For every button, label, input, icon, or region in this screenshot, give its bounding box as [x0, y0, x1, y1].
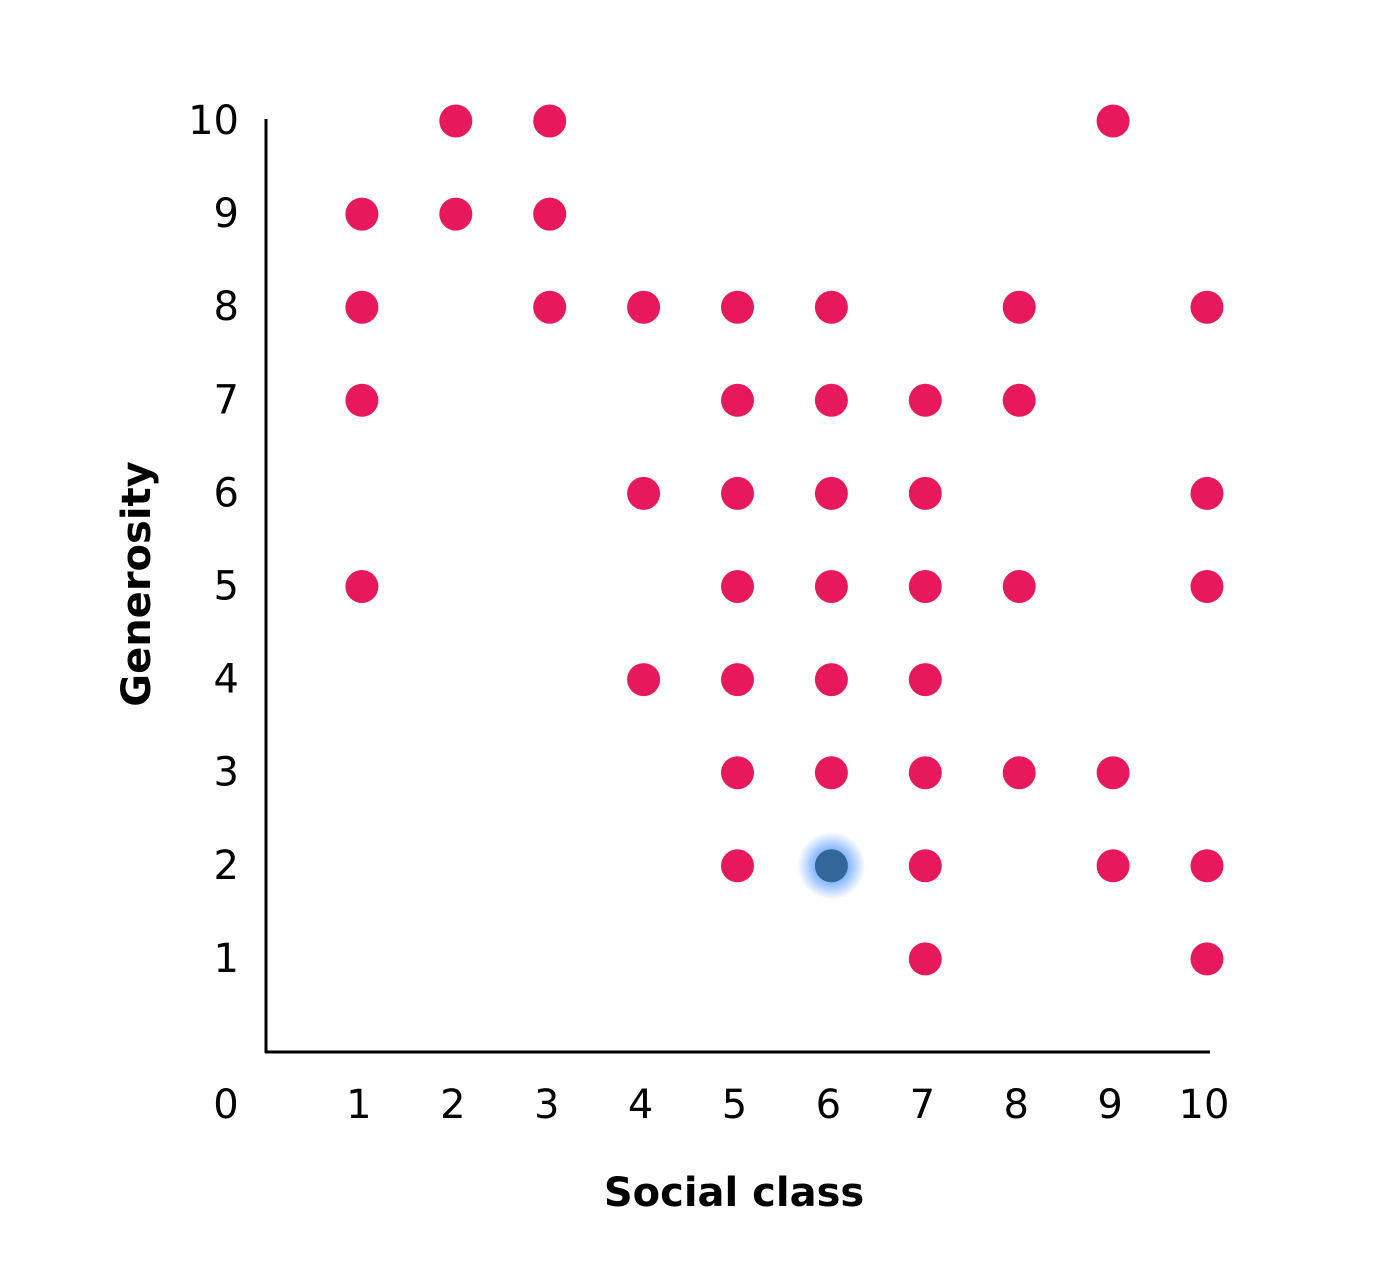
y-tick-label: 5	[214, 564, 239, 610]
data-point	[814, 663, 848, 697]
data-point	[814, 756, 848, 790]
data-point	[345, 197, 379, 231]
origin-label: 0	[213, 1082, 238, 1128]
x-tick-label: 7	[910, 1082, 935, 1128]
data-point	[908, 663, 942, 697]
y-tick-label: 8	[214, 284, 239, 330]
x-tick-label: 6	[816, 1082, 841, 1128]
data-point	[814, 570, 848, 603]
data-point	[721, 570, 754, 603]
x-tick-label: 10	[1179, 1082, 1230, 1128]
data-point	[1002, 756, 1036, 790]
data-point	[627, 476, 661, 510]
data-point	[1096, 849, 1130, 883]
x-axis-label: Social class	[604, 1170, 864, 1216]
data-point	[1190, 290, 1224, 324]
data-point	[1096, 756, 1130, 790]
data-point	[345, 570, 379, 603]
x-tick-label: 2	[440, 1082, 465, 1128]
data-point	[439, 197, 473, 231]
data-point	[1190, 849, 1224, 883]
data-point	[908, 756, 942, 790]
data-point	[721, 756, 754, 790]
data-point	[908, 849, 942, 883]
data-point	[1096, 104, 1130, 138]
data-point	[627, 290, 661, 324]
data-point	[533, 104, 567, 138]
data-point	[721, 849, 754, 883]
data-point	[721, 383, 754, 417]
y-tick-label: 2	[214, 843, 239, 889]
y-tick-label: 1	[214, 936, 239, 982]
data-point	[1190, 570, 1224, 603]
x-tick-label: 8	[1003, 1082, 1028, 1128]
x-tick-label: 9	[1097, 1082, 1122, 1128]
data-point	[908, 383, 942, 417]
y-tick-label: 9	[214, 191, 239, 237]
x-tick-label: 1	[346, 1082, 371, 1128]
data-point	[814, 383, 848, 417]
data-point	[908, 476, 942, 510]
data-point	[439, 104, 473, 138]
x-tick-label: 4	[628, 1082, 653, 1128]
data-point	[721, 663, 754, 697]
data-point	[814, 290, 848, 324]
y-tick-label: 6	[214, 470, 239, 516]
data-point	[721, 476, 754, 510]
y-tick-label: 3	[214, 750, 239, 796]
y-axis-label: Generosity	[114, 461, 160, 707]
data-point	[1002, 383, 1036, 417]
data-point	[814, 476, 848, 510]
data-point	[345, 290, 379, 324]
y-tick-label: 4	[214, 657, 239, 703]
data-point	[533, 197, 567, 231]
x-tick-label: 3	[534, 1082, 559, 1128]
data-point	[533, 290, 567, 324]
data-point	[721, 290, 754, 324]
data-point	[1190, 942, 1224, 976]
data-point	[627, 663, 661, 697]
highlighted-data-point	[814, 849, 848, 883]
data-point	[908, 942, 942, 976]
data-point	[1002, 570, 1036, 603]
x-tick-label: 5	[722, 1082, 747, 1128]
data-point	[908, 570, 942, 603]
data-point	[1002, 290, 1036, 324]
y-tick-label: 7	[214, 377, 239, 423]
data-point	[345, 383, 379, 417]
y-tick-label: 10	[188, 98, 239, 144]
data-point	[1190, 476, 1224, 510]
